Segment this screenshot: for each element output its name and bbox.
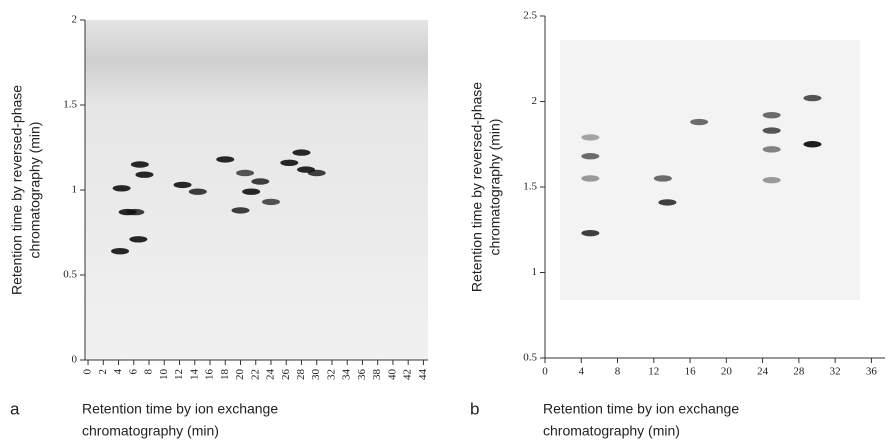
spot: [581, 175, 600, 182]
x-tick-label: 32: [325, 369, 337, 380]
x-tick-label: 18: [219, 369, 231, 381]
x-tick-label: 20: [234, 369, 246, 381]
spot: [135, 171, 154, 178]
spot: [280, 159, 299, 166]
spot: [231, 207, 250, 214]
spot: [251, 178, 270, 185]
spot: [690, 118, 709, 126]
x-tick-label: 44: [417, 369, 429, 381]
y-tick-label: 2: [532, 95, 538, 107]
x-tick-label: 16: [204, 369, 216, 381]
x-tick-label: 26: [280, 369, 292, 381]
y-tick-label: 0.5: [63, 269, 77, 281]
x-axis-label: chromatography (min): [82, 423, 219, 439]
x-tick-label: 10: [158, 369, 170, 381]
x-tick-label: 36: [866, 366, 878, 378]
x-axis-label: Retention time by ion exchange: [543, 401, 739, 417]
spot: [188, 188, 207, 195]
y-tick-label: 1: [72, 184, 78, 196]
spot: [112, 185, 131, 192]
spot: [261, 198, 280, 206]
x-tick-label: 6: [127, 369, 139, 375]
x-tick-label: 36: [356, 369, 368, 381]
plot-background: [560, 40, 860, 300]
x-tick-label: 32: [830, 366, 841, 378]
x-tick-label: 16: [685, 366, 697, 378]
spot: [307, 169, 326, 177]
y-axis-label: chromatography (min): [487, 119, 503, 256]
x-tick-label: 8: [615, 366, 621, 378]
y-axis-label: Retention time by reversed-phase: [9, 85, 25, 295]
spot: [173, 181, 192, 189]
y-tick-label: 0: [72, 354, 78, 366]
x-tick-label: 4: [112, 369, 124, 375]
spot: [653, 175, 672, 182]
y-axis-label: Retention time by reversed-phase: [469, 82, 485, 292]
x-tick-label: 28: [295, 369, 307, 381]
x-tick-label: 12: [173, 369, 185, 380]
y-tick-label: 1: [532, 266, 538, 278]
spot: [581, 134, 600, 141]
x-tick-label: 2: [97, 369, 109, 375]
x-tick-label: 0: [82, 369, 94, 375]
x-tick-label: 24: [757, 366, 769, 378]
x-tick-label: 38: [371, 369, 383, 381]
x-tick-label: 22: [249, 369, 261, 380]
y-tick-label: 1.5: [523, 181, 537, 193]
panel-label: a: [10, 399, 20, 418]
x-tick-label: 0: [542, 366, 548, 378]
x-tick-label: 20: [721, 366, 733, 378]
spot: [581, 229, 600, 237]
x-tick-label: 12: [648, 366, 659, 378]
y-axis-label: chromatography (min): [27, 122, 43, 259]
spot: [658, 199, 677, 206]
x-tick-label: 14: [188, 369, 200, 381]
spot: [581, 153, 600, 160]
y-tick-label: 2: [72, 14, 78, 26]
spot: [242, 188, 261, 195]
spot: [126, 208, 145, 216]
x-tick-label: 34: [341, 369, 353, 381]
spot: [762, 127, 781, 134]
x-tick-label: 4: [579, 366, 585, 378]
x-tick-label: 28: [793, 366, 805, 378]
spot: [762, 111, 781, 119]
x-tick-label: 30: [310, 369, 322, 381]
spot: [292, 149, 311, 156]
x-tick-label: 24: [265, 369, 277, 381]
spot: [803, 94, 822, 102]
x-axis-label: Retention time by ion exchange: [82, 401, 278, 417]
x-axis-label: chromatography (min): [543, 423, 680, 439]
y-tick-label: 1.5: [63, 99, 77, 111]
spot: [803, 141, 822, 148]
x-tick-label: 42: [402, 369, 414, 380]
x-tick-label: 8: [143, 369, 155, 375]
spot: [216, 156, 235, 163]
spot: [130, 161, 149, 168]
y-tick-label: 0.5: [523, 352, 537, 364]
y-tick-label: 2.5: [523, 10, 537, 22]
x-tick-label: 40: [386, 369, 398, 381]
spot: [762, 176, 781, 184]
spot: [129, 236, 148, 243]
spot: [762, 146, 781, 153]
spot: [236, 169, 255, 177]
spot: [111, 248, 130, 255]
panel-label: b: [470, 399, 479, 418]
